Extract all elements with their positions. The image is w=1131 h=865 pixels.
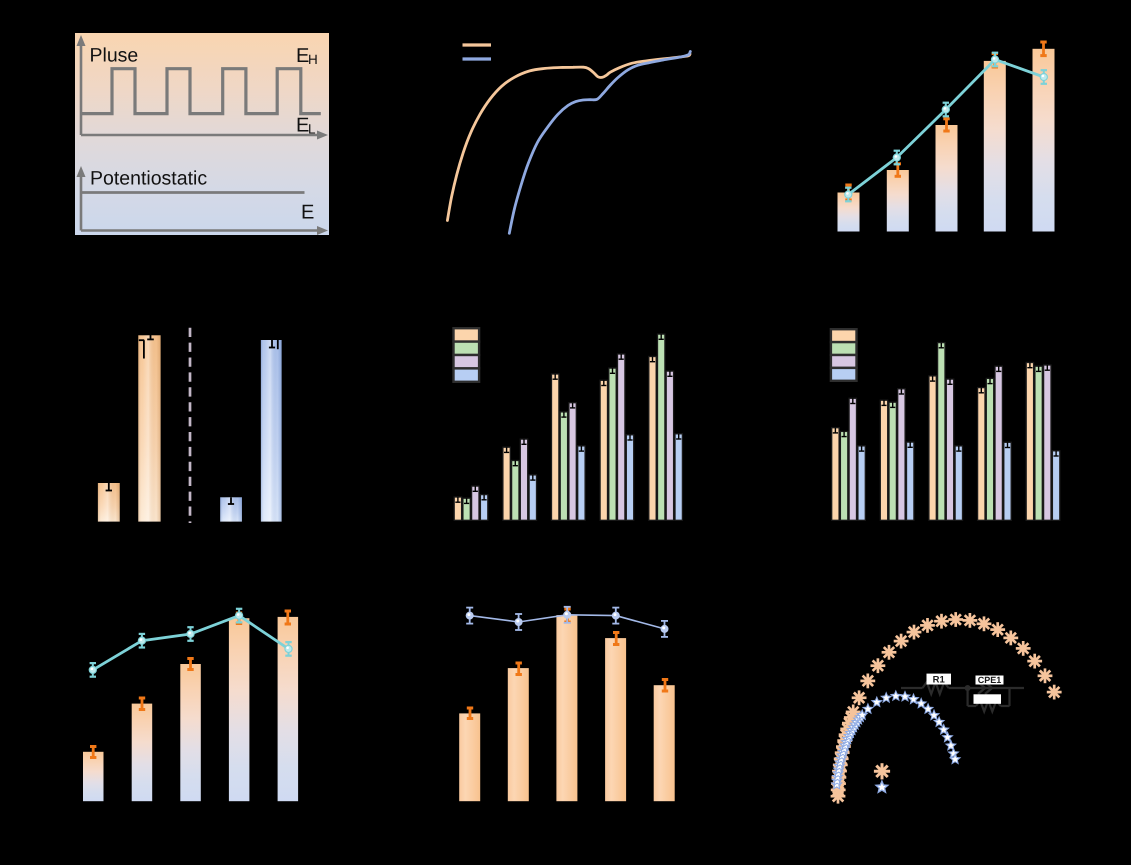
svg-text:E: E	[301, 202, 314, 224]
svg-text:L: L	[308, 122, 316, 137]
svg-text:Pluse: Pluse	[90, 45, 139, 67]
svg-text:H: H	[308, 52, 318, 67]
svg-text:CPE1: CPE1	[978, 675, 1002, 685]
svg-text:E: E	[296, 115, 309, 137]
svg-text:R1: R1	[933, 675, 946, 686]
svg-text:E: E	[296, 45, 309, 67]
svg-text:Potentiostatic: Potentiostatic	[90, 168, 207, 190]
